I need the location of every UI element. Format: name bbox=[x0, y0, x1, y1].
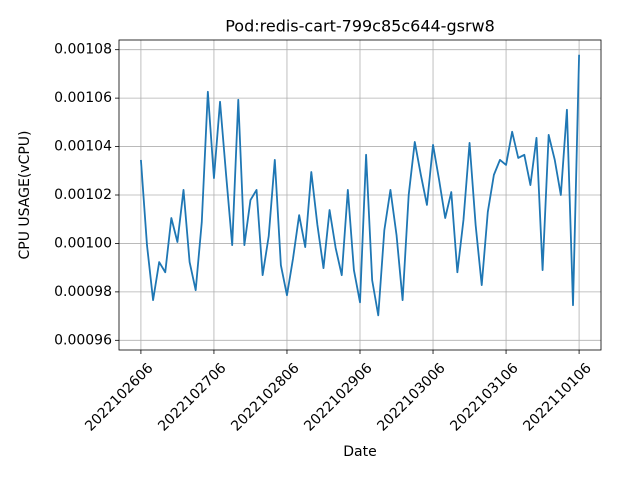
y-tick-label: 0.00104 bbox=[54, 139, 112, 155]
plot-frame bbox=[118, 39, 602, 351]
y-tick-label: 0.00098 bbox=[54, 284, 112, 300]
y-tick-label: 0.00102 bbox=[54, 187, 112, 203]
x-axis-label: Date bbox=[343, 444, 376, 460]
y-tick-label: 0.00100 bbox=[54, 235, 112, 251]
y-tick-label: 0.00096 bbox=[54, 332, 112, 348]
y-tick-label: 0.00108 bbox=[54, 42, 112, 58]
data-line bbox=[140, 54, 580, 317]
chart-title: Pod:redis-cart-799c85c644-gsrw8 bbox=[225, 17, 495, 36]
y-tick-label: 0.00106 bbox=[54, 90, 112, 106]
y-axis-label: CPU USAGE(vCPU) bbox=[17, 130, 33, 259]
